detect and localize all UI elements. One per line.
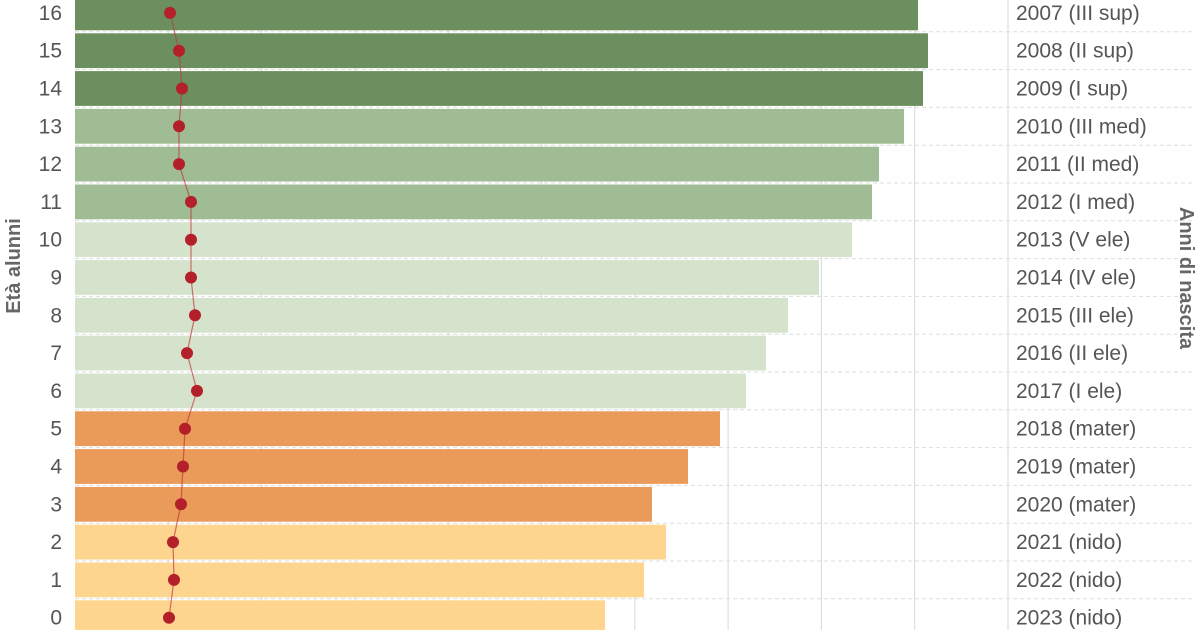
line-point-age-13 [173, 120, 185, 133]
age-tick-label: 3 [50, 493, 62, 516]
bar-age-12 [75, 146, 879, 182]
bar-age-3 [75, 486, 652, 522]
line-point-age-0 [163, 611, 175, 624]
age-tick-label: 2 [50, 531, 62, 554]
line-point-age-16 [164, 6, 176, 19]
line-point-age-1 [168, 573, 180, 586]
bar-age-15 [75, 33, 928, 69]
line-point-age-2 [167, 536, 179, 549]
birth-year-tick-label: 2007 (III sup) [1016, 2, 1140, 25]
birth-year-tick-label: 2020 (mater) [1016, 493, 1136, 516]
line-point-age-7 [181, 347, 193, 360]
bar-age-4 [75, 449, 688, 484]
age-tick-label: 9 [50, 267, 62, 290]
bar-age-14 [75, 71, 923, 106]
birth-year-tick-label: 2009 (I sup) [1016, 78, 1128, 101]
left-axis-title: Età alunni [3, 218, 25, 314]
line-point-age-8 [189, 309, 201, 322]
age-tick-label: 13 [39, 115, 62, 138]
bar-age-16 [75, 0, 918, 31]
birth-year-tick-label: 2010 (III med) [1016, 115, 1147, 138]
birth-year-tick-label: 2023 (nido) [1016, 607, 1122, 630]
bar-age-11 [75, 184, 872, 220]
line-point-age-10 [185, 233, 197, 246]
age-tick-label: 0 [50, 607, 62, 630]
birth-year-tick-label: 2016 (II ele) [1016, 342, 1128, 365]
bar-age-6 [75, 373, 746, 409]
age-tick-label: 12 [39, 153, 62, 176]
birth-year-tick-label: 2015 (III ele) [1016, 304, 1134, 327]
bar-age-10 [75, 222, 852, 258]
birth-year-tick-label: 2021 (nido) [1016, 531, 1122, 554]
line-series [163, 6, 203, 624]
bar-age-2 [75, 524, 666, 560]
age-tick-label: 6 [50, 380, 62, 403]
bar-age-13 [75, 108, 904, 144]
age-tick-label: 15 [39, 40, 62, 63]
line-point-age-3 [175, 498, 187, 511]
line-point-age-12 [173, 158, 185, 171]
bar-age-1 [75, 562, 644, 598]
birth-year-tick-label: 2008 (II sup) [1016, 40, 1134, 63]
line-point-age-5 [179, 422, 191, 435]
birth-year-tick-label: 2019 (mater) [1016, 456, 1136, 479]
birth-year-tick-label: 2014 (IV ele) [1016, 267, 1136, 290]
bars [75, 0, 928, 630]
bar-age-0 [75, 600, 605, 630]
birth-year-tick-label: 2022 (nido) [1016, 569, 1122, 592]
age-tick-label: 11 [40, 191, 62, 214]
line-point-age-15 [173, 44, 185, 57]
age-tick-label: 16 [39, 2, 62, 25]
birth-year-tick-label: 2013 (V ele) [1016, 229, 1130, 252]
bar-age-5 [75, 411, 720, 447]
line-point-age-4 [177, 460, 189, 473]
right-axis-title: Anni di nascita [1175, 207, 1197, 350]
line-point-age-9 [185, 271, 197, 284]
line-point-age-11 [185, 195, 197, 208]
line-point-age-6 [191, 384, 203, 397]
birth-year-tick-label: 2012 (I med) [1016, 191, 1135, 214]
age-tick-label: 5 [50, 418, 62, 441]
birth-year-tick-label: 2018 (mater) [1016, 418, 1136, 441]
bar-age-7 [75, 335, 766, 371]
age-tick-label: 10 [39, 229, 62, 252]
birth-year-tick-label: 2011 (II med) [1016, 153, 1139, 176]
age-tick-label: 8 [50, 304, 62, 327]
right-tick-labels: 2007 (III sup) 2008 (II sup) 2009 (I sup) 2… [1016, 2, 1147, 630]
age-tick-label: 4 [50, 456, 62, 479]
birth-year-tick-label: 2017 (I ele) [1016, 380, 1122, 403]
bar-age-9 [75, 260, 819, 295]
line-point-age-14 [176, 82, 188, 95]
age-tick-label: 1 [50, 569, 62, 592]
age-tick-label: 14 [39, 78, 63, 101]
bar-age-8 [75, 297, 788, 333]
age-tick-label: 7 [50, 342, 62, 365]
